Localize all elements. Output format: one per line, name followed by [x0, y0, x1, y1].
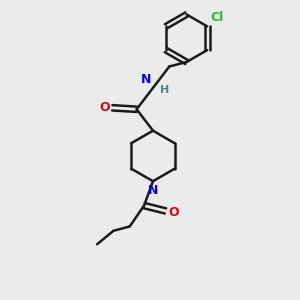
Text: O: O: [99, 101, 110, 114]
Text: O: O: [168, 206, 179, 219]
Text: N: N: [141, 74, 152, 86]
Text: N: N: [148, 184, 158, 196]
Text: H: H: [160, 85, 170, 95]
Text: Cl: Cl: [211, 11, 224, 24]
